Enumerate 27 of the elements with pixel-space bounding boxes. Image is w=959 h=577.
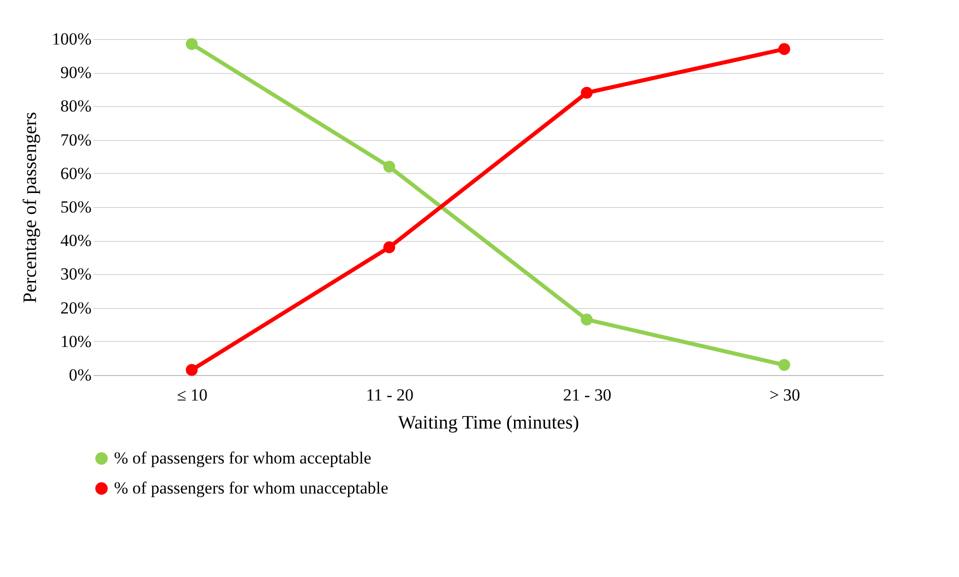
- y-tick-label: 60%: [60, 164, 92, 183]
- y-axis-title: Percentage of passengers: [20, 112, 41, 303]
- point: [580, 314, 593, 326]
- y-tick-label: 0%: [68, 366, 92, 384]
- point: [383, 241, 396, 254]
- point: [778, 359, 790, 371]
- y-tick-label: 40%: [60, 231, 92, 250]
- x-tick-label: 11 - 20: [366, 386, 414, 404]
- y-tick-label: 30%: [60, 264, 92, 284]
- x-tick-label: ≤ 10: [176, 386, 208, 404]
- y-tick-label: 20%: [60, 298, 92, 318]
- y-tick-label: 90%: [60, 63, 92, 82]
- point: [186, 38, 198, 50]
- y-tick-label: 50%: [60, 198, 92, 216]
- point: [186, 364, 198, 376]
- y-tick-label: 70%: [60, 130, 92, 150]
- point: [580, 86, 593, 99]
- x-tick-label: > 30: [769, 386, 800, 404]
- legend-label: % of passengers for whom unacceptable: [114, 478, 388, 498]
- point: [383, 160, 396, 173]
- y-tick-label: 80%: [60, 96, 92, 116]
- x-axis-title: Waiting Time (minutes): [398, 412, 580, 434]
- point: [778, 43, 790, 55]
- x-tick-label: 21 - 30: [563, 386, 612, 404]
- y-tick-label: 10%: [60, 332, 92, 351]
- legend-label: % of passengers for whom acceptable: [114, 448, 372, 468]
- y-tick-label: 100%: [52, 30, 92, 48]
